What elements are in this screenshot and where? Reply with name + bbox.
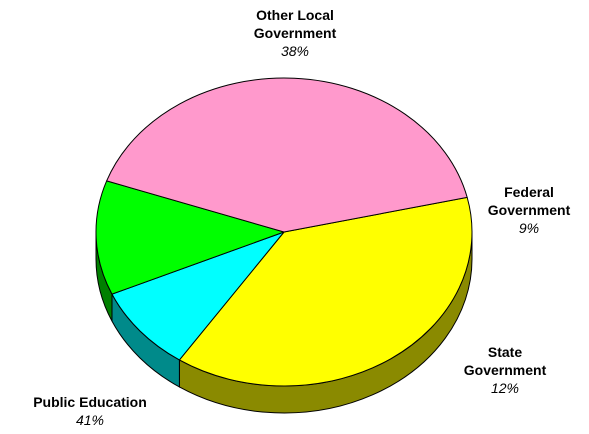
slice-percent: 12%	[490, 380, 520, 396]
slice-name: Federal Government	[487, 184, 571, 218]
slice-label-other-local: Other Local Government 38%	[205, 6, 385, 60]
slice-name: Other Local Government	[253, 7, 337, 41]
slice-name: Public Education	[33, 394, 147, 410]
slice-label-state: State Government 12%	[445, 343, 565, 397]
slice-percent: 9%	[518, 220, 540, 236]
slice-label-federal: Federal Government 9%	[469, 183, 589, 237]
slice-label-public-education: Public Education 41%	[10, 393, 170, 429]
pie-slice-1	[111, 231, 285, 361]
pie-top-group	[95, 77, 473, 387]
slice-percent: 41%	[75, 412, 105, 428]
pie-slice-2	[95, 180, 285, 295]
pie-slice-3	[106, 77, 468, 233]
pie-slice-0	[178, 196, 473, 387]
slice-name: State Government	[463, 344, 547, 378]
slice-percent: 38%	[280, 43, 310, 59]
